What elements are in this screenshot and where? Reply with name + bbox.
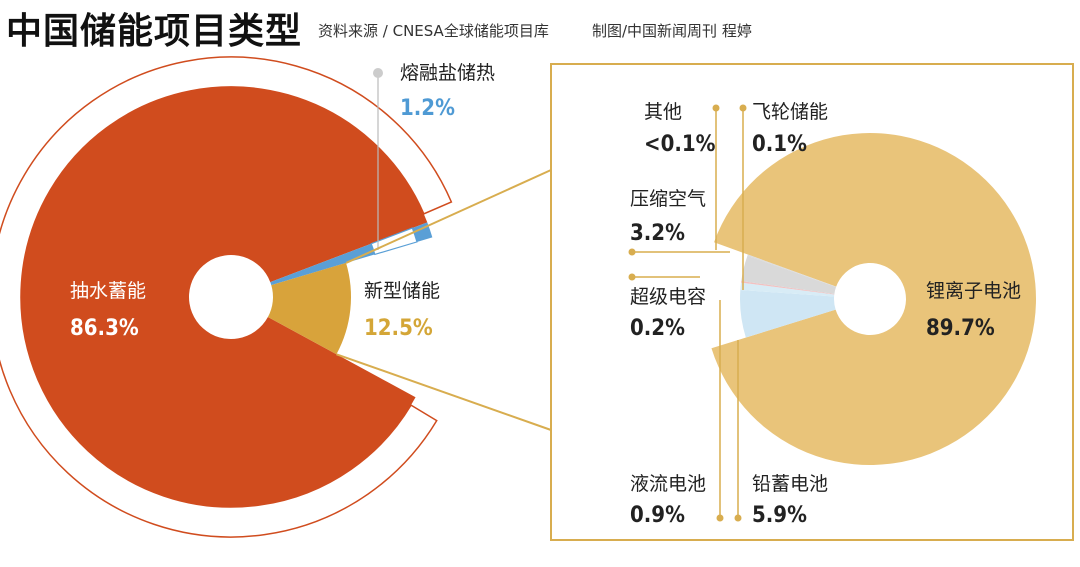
label-lead-name: 铅蓄电池 (752, 473, 829, 495)
pie-slice-pumped (21, 86, 428, 507)
label-air-value: 3.2% (630, 221, 685, 246)
label-molten-name: 熔融盐储热 (400, 62, 496, 84)
detail-pie (711, 133, 1036, 466)
label-supercap-name: 超级电容 (630, 286, 707, 308)
detail-frame (550, 63, 1074, 541)
label-molten-value: 1.2% (400, 96, 455, 121)
pie-slice-lithium (711, 133, 1036, 466)
leader-dot-5 (734, 514, 742, 522)
leader-dot-2 (628, 248, 636, 256)
label-air-name: 压缩空气 (630, 188, 707, 210)
label-flow-value: 0.9% (630, 503, 685, 528)
pie-slice-other (747, 254, 837, 287)
leader-dot-molten (373, 68, 383, 78)
label-newtype-value: 12.5% (364, 316, 433, 341)
leader-dot-1 (739, 104, 747, 112)
label-lead-value: 5.9% (752, 503, 807, 528)
pie-slice-flywheel (747, 254, 837, 288)
zoom-connectors (336, 169, 552, 431)
label-pumped-value: 86.3% (70, 316, 139, 341)
label-flow-name: 液流电池 (630, 473, 707, 495)
label-pumped-name: 抽水蓄能 (70, 280, 147, 302)
leader-dot-4 (716, 514, 724, 522)
label-supercap-value: 0.2% (630, 316, 685, 341)
source-note: 资料来源 / CNESA全球储能项目库 (318, 22, 549, 40)
label-flywheel-name: 飞轮储能 (752, 101, 829, 123)
leader-dot-0 (712, 104, 720, 112)
leader-lines (628, 104, 747, 522)
label-other-value: <0.1% (644, 132, 716, 157)
pie-slice-air (741, 255, 837, 295)
pie-slice-newtype (267, 262, 351, 355)
connector-top (345, 169, 552, 264)
main-pie (0, 56, 453, 538)
credit-note: 制图/中国新闻周刊 程婷 (592, 22, 752, 40)
pie-slice-lead (740, 289, 836, 338)
chart-title: 中国储能项目类型 (6, 11, 303, 52)
label-newtype-name: 新型储能 (364, 280, 441, 302)
label-other-name: 其他 (644, 101, 683, 123)
label-lithium-value: 89.7% (926, 316, 995, 341)
pie-slice-supercap (741, 281, 835, 295)
pie-slice-flow (740, 282, 835, 297)
leader-dot-3 (628, 273, 636, 281)
label-lithium-name: 锂离子电池 (926, 280, 1022, 302)
label-flywheel-value: 0.1% (752, 132, 807, 157)
connector-bottom (336, 353, 552, 431)
